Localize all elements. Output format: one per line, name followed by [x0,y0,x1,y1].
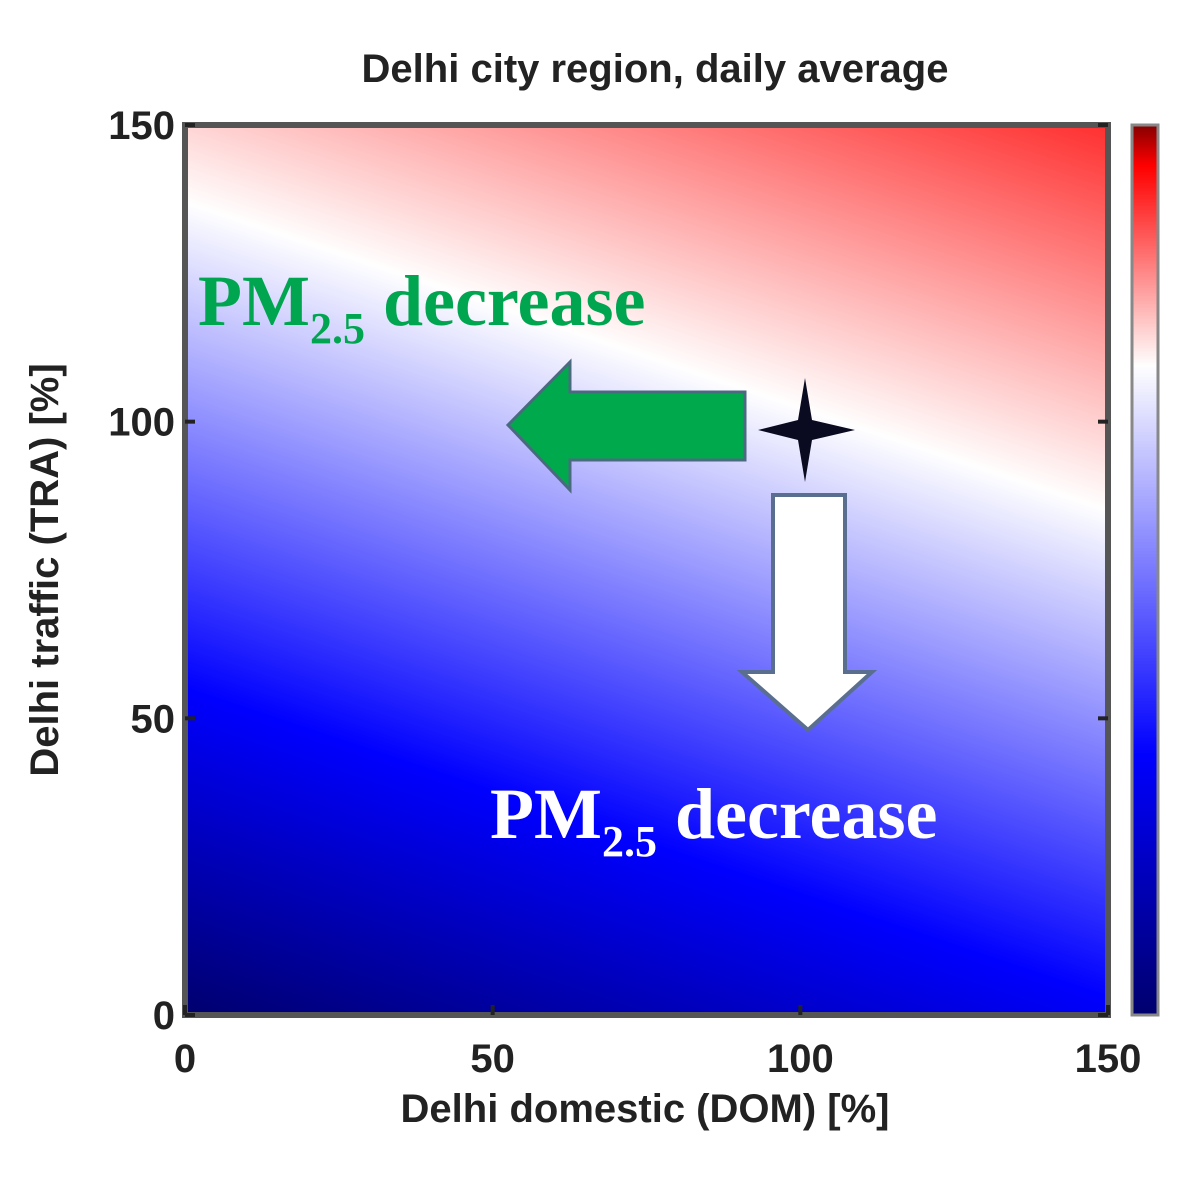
plot-frame [182,122,1111,1018]
y-tick-label: 100 [108,401,175,445]
y-tick-label: 50 [131,697,176,741]
chart-title: Delhi city region, daily average [362,47,949,91]
y-axis-label: Delhi traffic (TRA) [%] [23,363,67,776]
left-arrow [505,358,747,494]
down-arrow [736,493,878,733]
colorbar [1132,125,1158,1015]
x-tick-label: 150 [1075,1037,1142,1081]
x-tick-label: 50 [470,1037,515,1081]
y-tick-label: 0 [153,994,175,1038]
annotation-green: PM2.5 decrease [198,261,645,353]
colorbar-frame [1130,123,1160,1017]
x-axis-label: Delhi domestic (DOM) [%] [401,1087,890,1131]
heatmap [185,125,1108,1015]
star-marker [758,378,855,482]
y-tick-label: 150 [108,104,175,148]
x-tick-label: 0 [174,1037,196,1081]
x-tick-label: 100 [767,1037,834,1081]
annotation-white: PM2.5 decrease [490,774,937,866]
